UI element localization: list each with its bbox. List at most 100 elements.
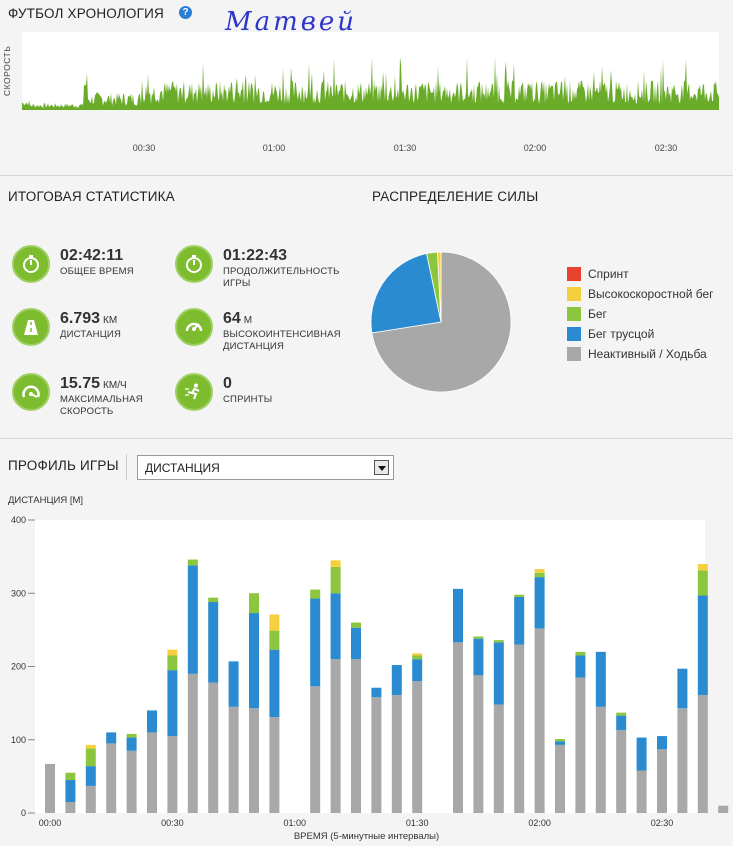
bar-segment (391, 665, 402, 696)
bar-segment (697, 563, 708, 571)
bar-segment (718, 805, 729, 813)
bar-segment (697, 695, 708, 813)
bar-segment (473, 636, 484, 639)
metric-select-value: ДИСТАНЦИЯ (145, 461, 220, 475)
game-profile-bar-chart: 0 100 200 300 400 00:00 00:30 01:00 01:30 02:00 02… (11, 515, 729, 828)
bar-segment (330, 593, 341, 660)
chevron-down-icon[interactable] (374, 460, 389, 475)
legend-swatch (567, 287, 581, 301)
bar-segment (249, 593, 259, 614)
legend-swatch (567, 347, 581, 361)
bar-segment (65, 772, 76, 781)
timeline-tick: 02:00 (523, 143, 547, 153)
y-tick-label: 300 (11, 588, 26, 598)
bar-segment (167, 736, 178, 813)
bar-segment (228, 706, 239, 813)
stat-total-time: 02:42:11 ОБЩЕЕ ВРЕМЯ (12, 245, 172, 295)
bar-segment (126, 750, 137, 813)
bar-segment (351, 627, 361, 660)
timeline-title: ФУТБОЛ ХРОНОЛОГИЯ (8, 6, 164, 21)
stat-value: 64 М (223, 310, 253, 327)
speedometer-icon (12, 373, 50, 411)
stat-value: 01:22:43 (223, 247, 288, 264)
bar-segment (473, 675, 484, 813)
bar-segment (453, 588, 463, 643)
bar-segment (85, 785, 96, 813)
x-tick-label: 01:00 (284, 818, 307, 828)
bar-segment (575, 655, 586, 678)
timeline-tick: 00:30 (132, 143, 156, 153)
speed-axis-label: СКОРОСТЬ (2, 45, 12, 96)
bar-segment (167, 670, 178, 737)
bar-segment (697, 595, 708, 696)
timeline-speed-graph (22, 56, 719, 110)
bar-segment (45, 763, 55, 813)
sprinter-icon (175, 373, 213, 411)
bar-segment (85, 766, 96, 786)
bar-segment (412, 681, 423, 813)
summary-title: ИТОГОВАЯ СТАТИСТИКА (8, 189, 175, 204)
bar-segment (371, 697, 382, 813)
stat-value: 0 (223, 375, 232, 392)
stat-label: СПРИНТЫ (223, 394, 273, 405)
stat-label: ВЫСОКОИНТЕНСИВНАЯ ДИСТАНЦИЯ (223, 329, 341, 352)
bar-segment (677, 668, 688, 709)
bar-segment (391, 695, 402, 813)
stopwatch-icon (12, 245, 50, 283)
x-tick-label: 01:30 (406, 818, 429, 828)
legend-swatch (567, 307, 581, 321)
y-tick-label: 0 (21, 808, 26, 818)
stat-value: 6.793 КМ (60, 310, 118, 327)
bar-segment (636, 737, 647, 771)
bar-segment (187, 559, 198, 566)
stat-sprints: 0 СПРИНТЫ (175, 373, 355, 423)
metric-select[interactable]: ДИСТАНЦИЯ (137, 455, 394, 480)
bar-segment (473, 638, 484, 676)
bar-segment (371, 687, 382, 698)
bar-segment (187, 673, 198, 813)
bar-segment (493, 704, 504, 813)
road-icon (12, 308, 50, 346)
timeline-plot (22, 32, 719, 110)
profile-title: ПРОФИЛЬ ИГРЫ (8, 458, 119, 473)
bar-segment (65, 780, 76, 803)
bar-segment (534, 628, 545, 813)
bar-segment (555, 741, 565, 745)
bar-segment (616, 730, 627, 813)
bar-segment (514, 596, 525, 645)
pie-slice (371, 251, 512, 393)
bar-segment (534, 572, 545, 578)
bar-segment (534, 577, 545, 629)
bar-segment (85, 748, 96, 767)
stat-game-duration: 01:22:43 ПРОДОЛЖИТЕЛЬНОСТЬ ИГРЫ (175, 245, 355, 295)
bar-segment (208, 597, 219, 603)
bar-segment (595, 706, 606, 813)
bar-segment (657, 736, 667, 750)
y-tick-label: 400 (11, 515, 26, 525)
bar-segment (534, 569, 545, 573)
bar-segment (351, 659, 361, 813)
timeline-tick: 01:30 (393, 143, 417, 153)
bar-segment (595, 651, 606, 707)
timeline-tick: 02:30 (654, 143, 678, 153)
help-icon[interactable]: ? (179, 6, 192, 19)
bar-segment (555, 744, 565, 813)
distribution-title: РАСПРЕДЕЛЕНИЕ СИЛЫ (372, 189, 539, 204)
timeline-section: ФУТБОЛ ХРОНОЛОГИЯ ? Матвей СКОРОСТЬ 00:3… (0, 0, 733, 176)
bar-segment (208, 602, 219, 683)
bar-segment (412, 655, 423, 660)
bar-segment (514, 644, 525, 813)
bar-segment (65, 802, 76, 813)
bar-segment (167, 649, 178, 656)
bar-segment (310, 598, 321, 687)
bar-segment (187, 565, 198, 674)
bar-segment (85, 744, 96, 749)
bar-segment (269, 630, 280, 650)
bar-segment (310, 686, 321, 813)
stat-label: ДИСТАНЦИЯ (60, 329, 122, 340)
bar-segment (269, 614, 280, 631)
summary-section: ИТОГОВАЯ СТАТИСТИКА РАСПРЕДЕЛЕНИЕ СИЛЫ 0… (0, 177, 733, 439)
bar-segment (330, 659, 341, 813)
x-tick-label: 00:30 (161, 818, 184, 828)
x-axis-title: ВРЕМЯ (5-минутные интервалы) (293, 831, 440, 842)
